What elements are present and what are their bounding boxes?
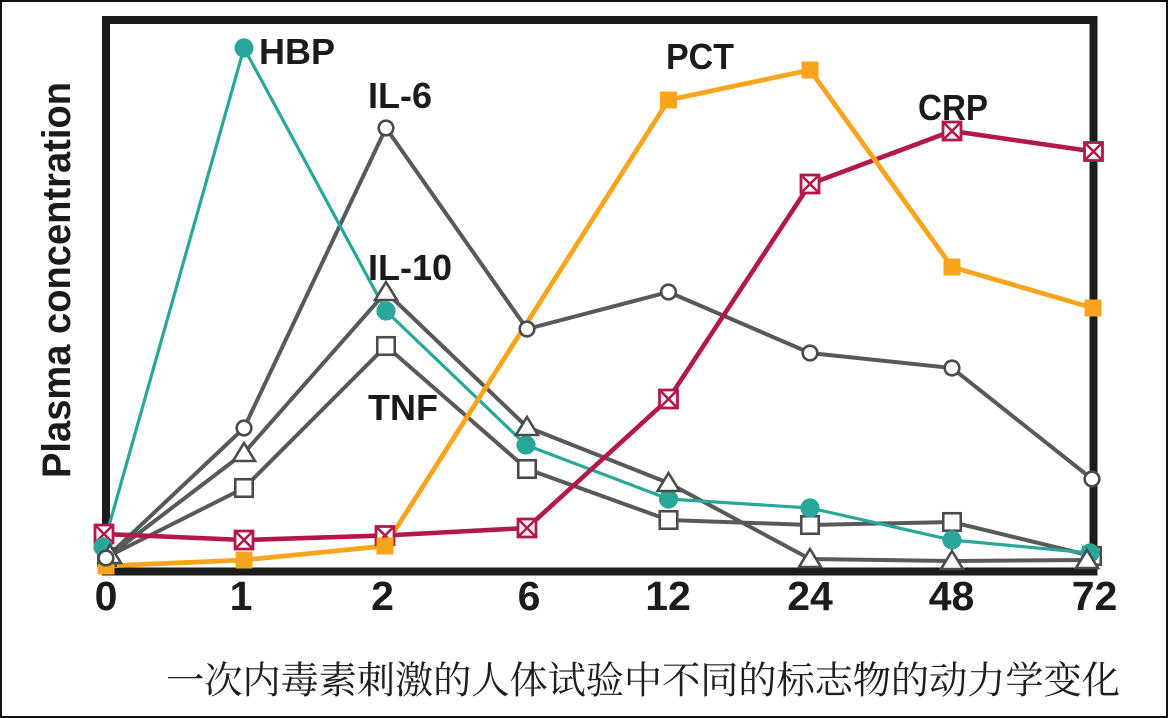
svg-text:12: 12 bbox=[645, 573, 691, 619]
svg-text:CRP: CRP bbox=[918, 87, 988, 128]
svg-text:TNF: TNF bbox=[368, 387, 438, 428]
svg-text:IL-6: IL-6 bbox=[368, 75, 432, 116]
svg-text:PCT: PCT bbox=[666, 36, 734, 77]
svg-text:2: 2 bbox=[371, 573, 394, 619]
svg-text:1: 1 bbox=[230, 573, 253, 619]
svg-text:24: 24 bbox=[787, 573, 833, 619]
svg-text:0: 0 bbox=[95, 573, 118, 619]
svg-text:IL-10: IL-10 bbox=[368, 247, 452, 288]
svg-text:6: 6 bbox=[518, 573, 541, 619]
svg-text:72: 72 bbox=[1072, 573, 1118, 619]
svg-text:HBP: HBP bbox=[259, 31, 335, 72]
svg-text:Plasma concentration: Plasma concentration bbox=[35, 82, 79, 478]
svg-text:48: 48 bbox=[929, 573, 975, 619]
